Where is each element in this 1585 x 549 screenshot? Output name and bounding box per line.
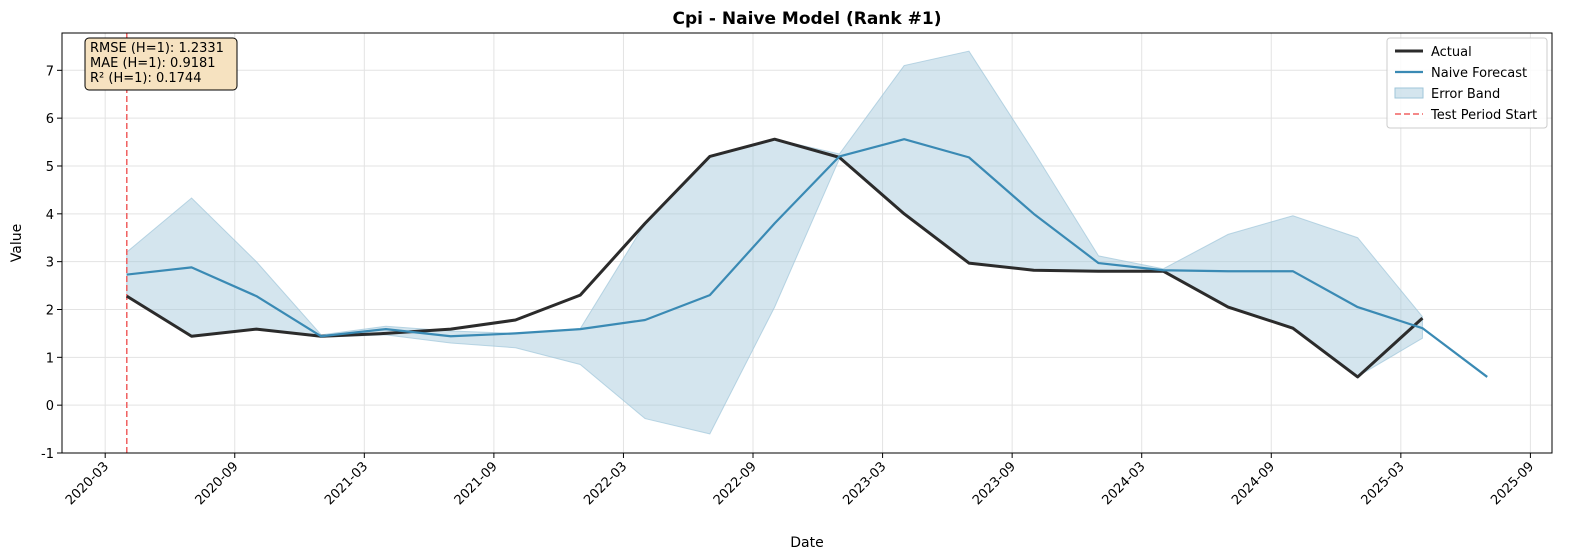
legend-label: Error Band <box>1431 87 1500 102</box>
y-tick-label: 7 <box>46 64 54 79</box>
y-tick-label: 0 <box>46 399 54 414</box>
x-tick-label: 2023-03 <box>840 459 889 508</box>
legend-label: Actual <box>1431 45 1472 60</box>
y-tick-label: -1 <box>41 447 54 462</box>
series-line <box>125 137 1424 379</box>
y-tick-label: 1 <box>46 351 54 366</box>
x-tick-label: 2024-09 <box>1229 459 1278 508</box>
legend-label: Naive Forecast <box>1431 66 1527 81</box>
annotation-text: R² (H=1): 0.1744 <box>90 71 201 86</box>
plot-frame <box>61 32 1553 454</box>
x-tick-label: 2025-09 <box>1488 459 1537 508</box>
y-tick-label: 5 <box>46 160 54 175</box>
x-tick-label: 2024-03 <box>1100 459 1149 508</box>
legend-swatch <box>1394 87 1424 99</box>
x-tick-label: 2021-09 <box>452 459 501 508</box>
x-tick-label: 2022-09 <box>711 459 760 508</box>
x-tick-label: 2023-09 <box>970 459 1019 508</box>
x-axis-label: Date <box>790 535 823 549</box>
legend-label: Test Period Start <box>1430 108 1537 123</box>
x-tick-label: 2021-03 <box>322 459 371 508</box>
annotation-text: MAE (H=1): 0.9181 <box>90 56 216 71</box>
y-axis-label: Value <box>9 224 25 262</box>
legend-box <box>1386 37 1548 129</box>
x-tick-label: 2025-03 <box>1359 459 1408 508</box>
x-tick-label: 2020-09 <box>193 459 242 508</box>
y-tick-label: 6 <box>46 112 54 127</box>
chart-title: Cpi - Naive Model (Rank #1) <box>673 9 942 29</box>
y-tick-label: 4 <box>46 208 54 223</box>
y-tick-label: 3 <box>46 256 54 271</box>
x-tick-label: 2022-03 <box>581 459 630 508</box>
series-line <box>126 138 1488 378</box>
error-band <box>126 50 1423 435</box>
annotation-box <box>84 37 238 91</box>
x-tick-label: 2020-03 <box>63 459 112 508</box>
y-tick-label: 2 <box>46 303 54 318</box>
annotation-text: RMSE (H=1): 1.2331 <box>90 41 224 56</box>
